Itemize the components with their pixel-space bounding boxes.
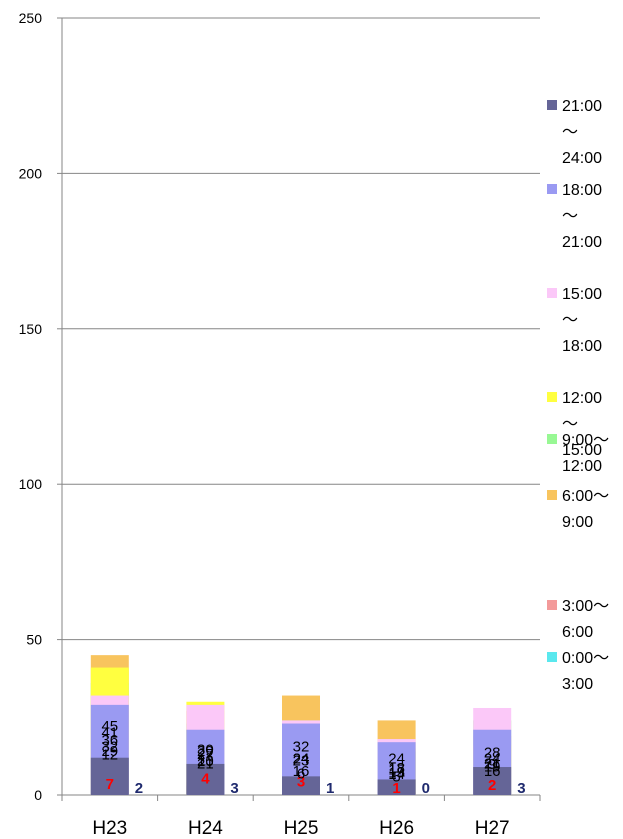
data-label: 41 [101,724,118,741]
legend: 21:00 〜 24:00 18:00 〜 21:00 15:00 〜 18:00 12:00 〜 1… [547,98,609,693]
data-label: 24 [388,751,405,768]
legend-label: 0:00〜 [562,650,609,667]
data-label: 29 [197,743,214,760]
legend-swatch [547,434,557,444]
legend-label: 15:00 [562,286,602,303]
legend-label: 21:00 [562,234,602,251]
legend-label: 3:00 [562,676,593,693]
data-label: 32 [101,738,118,755]
data-label: 19 [484,758,501,775]
data-label: 30 [197,741,214,758]
y-tick-label: 100 [19,476,43,492]
y-tick-label: 50 [26,632,42,648]
y-tick-label: 200 [19,165,43,181]
x-tick-labels: H23 H24 H25 H26 H27 [92,818,509,839]
legend-swatch [547,600,557,610]
data-label: 27 [197,746,214,763]
data-label: 28 [484,744,501,761]
x-tick-label: H27 [475,818,510,839]
legend-label: 〜 [562,124,578,141]
data-label: 14 [388,766,405,783]
gridlines [62,17,540,641]
legend-label: 18:00 [562,338,602,355]
legend-label: 21:00 [562,98,602,115]
data-label: 1 [392,780,400,797]
data-label: 16 [484,763,501,780]
data-label: 45 [101,718,118,735]
legend-label: 3:00〜 [562,598,609,615]
data-label: 5 [392,768,400,785]
legend-label: 18:00 [562,182,602,199]
data-label: 23 [293,752,310,769]
data-label: 29 [101,743,118,760]
data-label: 7 [106,776,114,793]
data-label: 21 [484,755,501,772]
data-label: 0 [422,780,430,797]
data-label: 23 [197,752,214,769]
data-label: 18 [388,760,405,777]
bar-segment [186,763,225,795]
y-tick-label: 0 [34,787,42,803]
legend-label: 9:00 [562,514,593,531]
data-label: 3 [297,774,305,791]
legend-swatch [547,490,557,500]
legend-label: 6:00〜 [562,488,609,505]
data-label: 3 [230,780,238,797]
legend-swatch [547,652,557,662]
bar-segment [282,776,320,795]
data-label: 10 [197,753,214,770]
data-label: 24 [484,751,501,768]
data-label: 9 [488,756,496,773]
legend-swatch [547,100,557,110]
legend-label: 〜 [562,208,578,225]
data-label: 2 [488,777,496,794]
x-tick-label: H24 [188,818,223,839]
data-label: 21 [197,755,214,772]
legend-label: 12:00 [562,390,602,407]
y-tick-label: 250 [19,10,43,26]
data-label: 36 [101,732,118,749]
data-labels: 2745364132291234272330292110133224162423… [101,718,525,797]
data-label: 17 [388,762,405,779]
legend-swatch [547,184,557,194]
x-tick-label: H23 [92,818,127,839]
data-label: 15 [388,765,405,782]
legend-label: 24:00 [562,150,602,167]
data-label: 24 [293,751,310,768]
data-label: 16 [293,763,310,780]
data-label: 4 [201,771,210,788]
data-label: 6 [297,765,305,782]
legend-swatch [547,288,557,298]
y-tick-labels: 0 50 100 150 200 250 [19,10,43,803]
bar-segment [377,779,416,795]
axes [57,17,541,801]
data-label: 1 [326,780,334,797]
bar-segment [473,767,512,795]
data-label: 24 [293,751,310,768]
data-label: 32 [293,738,310,755]
legend-swatch [547,392,557,402]
legend-label: 〜 [562,416,578,433]
legend-label: 15:00 [562,442,602,459]
legend-label: 6:00 [562,624,593,641]
data-label: 3 [517,780,525,797]
legend-label: 9:00〜 [562,432,609,449]
y-tick-label: 150 [19,321,43,337]
data-label: 2 [135,780,143,797]
bars [90,655,512,795]
data-label: 12 [101,747,118,764]
legend-label: 〜 [562,312,578,329]
bar-segment [90,757,129,795]
legend-label: 12:00 [562,458,602,475]
x-tick-label: H25 [284,818,319,839]
x-tick-label: H26 [379,818,414,839]
